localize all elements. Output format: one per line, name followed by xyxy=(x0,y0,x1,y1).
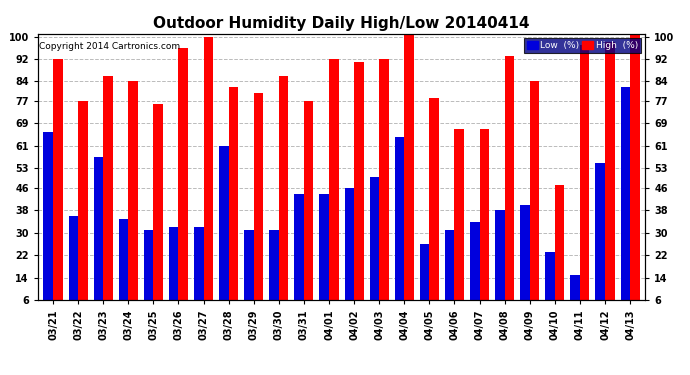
Bar xyxy=(520,205,530,300)
Bar xyxy=(470,222,480,300)
Bar xyxy=(254,93,264,300)
Bar xyxy=(194,227,204,300)
Bar xyxy=(153,104,163,300)
Bar xyxy=(344,188,354,300)
Bar xyxy=(319,194,329,300)
Bar xyxy=(169,227,179,300)
Bar xyxy=(370,177,380,300)
Bar xyxy=(480,129,489,300)
Bar xyxy=(295,194,304,300)
Bar xyxy=(620,87,630,300)
Bar xyxy=(495,210,504,300)
Bar xyxy=(144,230,153,300)
Legend: Low  (%), High  (%): Low (%), High (%) xyxy=(524,38,640,53)
Bar xyxy=(219,146,228,300)
Bar xyxy=(329,59,339,300)
Bar xyxy=(104,76,112,300)
Bar xyxy=(630,34,640,300)
Bar xyxy=(420,244,429,300)
Bar xyxy=(68,216,78,300)
Bar xyxy=(504,56,514,300)
Bar xyxy=(545,252,555,300)
Bar xyxy=(571,275,580,300)
Bar xyxy=(179,48,188,300)
Bar xyxy=(244,230,254,300)
Title: Outdoor Humidity Daily High/Low 20140414: Outdoor Humidity Daily High/Low 20140414 xyxy=(153,16,530,31)
Bar xyxy=(404,34,414,300)
Bar xyxy=(53,59,63,300)
Bar xyxy=(455,129,464,300)
Bar xyxy=(595,163,605,300)
Bar xyxy=(530,81,540,300)
Bar xyxy=(555,185,564,300)
Bar xyxy=(580,45,589,300)
Bar xyxy=(204,36,213,300)
Bar xyxy=(605,42,615,300)
Bar xyxy=(228,87,238,300)
Bar xyxy=(94,157,104,300)
Bar xyxy=(269,230,279,300)
Bar xyxy=(279,76,288,300)
Bar xyxy=(119,219,128,300)
Bar xyxy=(380,59,388,300)
Bar xyxy=(43,132,53,300)
Bar xyxy=(128,81,138,300)
Bar xyxy=(445,230,455,300)
Bar xyxy=(304,101,313,300)
Text: Copyright 2014 Cartronics.com: Copyright 2014 Cartronics.com xyxy=(39,42,180,51)
Bar xyxy=(395,138,404,300)
Bar xyxy=(78,101,88,300)
Bar xyxy=(429,98,439,300)
Bar xyxy=(354,62,364,300)
